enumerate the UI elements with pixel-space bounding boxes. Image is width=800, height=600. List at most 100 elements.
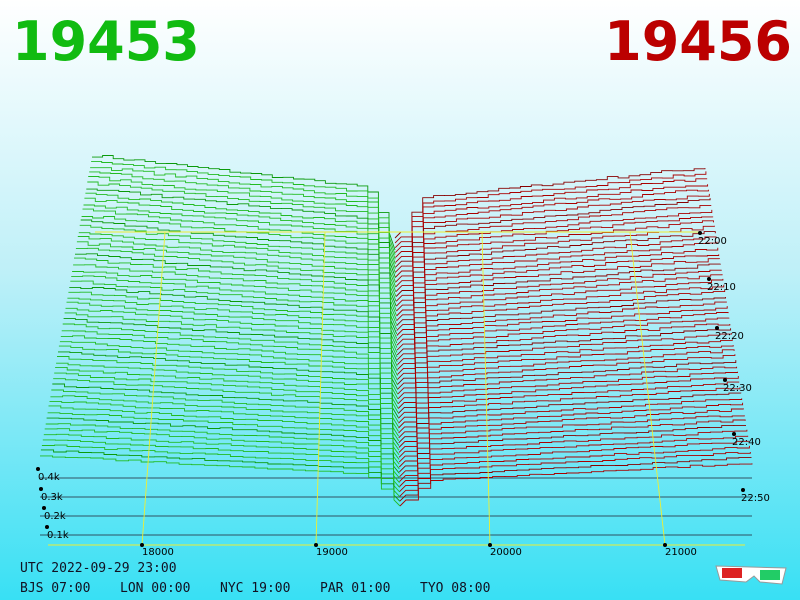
ask-depth-line [398,366,738,419]
ask-depth-line [394,171,707,244]
bid-depth-line [74,257,398,339]
ask-depth-line [395,231,716,297]
bid-depth-line [43,433,400,488]
bid-depth-line [71,275,398,353]
ask-depth-line [397,323,731,380]
bid-depth-line [52,383,400,446]
depth-tick-label: 0.2k [44,511,66,522]
tick-dot [45,525,49,529]
time-tick-label: 22:40 [732,437,761,448]
tick-dot [698,231,702,235]
bid-depth-line [88,176,396,269]
ask-depth-line [395,209,713,278]
bid-depth-line [75,253,398,334]
ask-depth-line [394,178,708,249]
time-tick-label: 22:10 [707,282,736,293]
bid-price: 19453 [12,10,200,73]
ask-depth-line [396,258,720,322]
ask-depth-line [399,445,750,492]
glasses-icon [715,565,787,585]
ask-depth-line [398,415,745,463]
tick-dot [42,506,46,510]
bid-depth-line [78,232,397,316]
bid-depth-line [47,412,400,470]
bid-depth-line [54,372,399,437]
bid-depth-line [77,236,397,320]
bid-depth-line [76,241,397,325]
depth-surface [36,155,753,547]
price-tick-label: 20000 [490,547,522,558]
bid-depth-line [62,323,399,395]
ask-depth-line [398,402,744,453]
ask-depth-line [396,278,724,341]
ask-depth-line [397,360,737,414]
ask-depth-line [399,457,752,502]
bid-depth-line [92,155,396,251]
zone-time: TYO 08:00 [420,581,490,596]
ask-depth-line [397,333,732,390]
bid-depth-line [82,208,397,297]
time-tick-label: 22:30 [723,383,752,394]
ask-depth-line [399,429,748,478]
bid-depth-line [63,318,399,390]
time-tick-label: 22:20 [715,331,744,342]
bid-depth-line [57,356,399,423]
ask-depth-line [399,440,750,487]
ask-depth-line [396,274,723,336]
ask-depth-line [395,241,718,307]
bid-depth-line [72,271,398,348]
bid-depth-line [80,219,397,307]
bid-depth-line [69,286,398,362]
ask-depth-line [399,424,746,473]
ask-depth-line [396,290,726,351]
time-tick-label: 22:50 [741,493,770,504]
ask-price: 19456 [604,10,792,73]
bid-depth-line [59,341,399,409]
tick-dot [39,487,43,491]
bid-depth-line [84,197,397,288]
ask-depth-line [399,452,751,497]
bid-depth-line [79,224,397,311]
ask-depth-line [398,387,741,439]
bid-depth-line [66,301,398,376]
bid-depth-line [87,181,396,274]
tick-dot [741,488,745,492]
ask-depth-line [395,193,710,263]
tick-dot [715,326,719,330]
tick-dot [488,543,492,547]
ask-depth-line [397,306,728,366]
bid-depth-line [89,171,396,265]
bid-depth-line [58,345,399,414]
tick-dot [36,467,40,471]
zone-time: BJS 07:00 [20,581,90,596]
bid-depth-line [83,204,397,293]
zone-time: PAR 01:00 [320,581,390,596]
ask-depth-line [394,168,706,239]
price-grid-line [481,231,491,546]
bid-depth-line [64,312,399,386]
bid-depth-line [46,417,400,474]
tick-dot [723,378,727,382]
bid-depth-line [67,297,398,372]
ask-depth-line [394,184,709,253]
bid-depth-line [70,280,398,358]
bid-depth-line [90,167,396,260]
ask-depth-line [395,220,714,288]
ask-depth-line [398,381,740,434]
ask-depth-line [398,376,739,429]
bid-depth-line [68,291,398,367]
ask-depth-line [396,247,719,312]
utc-time: UTC 2022-09-29 23:00 [20,561,177,576]
ask-depth-line [397,345,734,400]
depth-tick-label: 0.3k [41,492,63,503]
ask-depth-line [396,284,725,346]
price-tick-label: 21000 [665,547,697,558]
bid-depth-line [73,264,398,344]
tick-dot [663,543,667,547]
ask-depth-line [398,371,738,424]
bid-depth-line [61,330,399,400]
bid-depth-line [40,455,401,507]
ask-depth-line [398,398,743,448]
ask-depth-line [397,328,732,385]
